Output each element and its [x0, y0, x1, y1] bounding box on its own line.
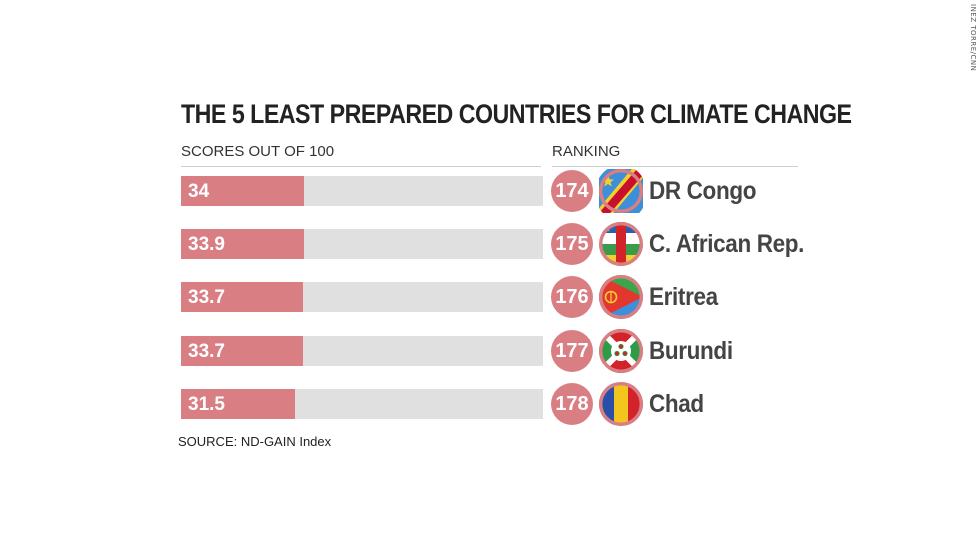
score-bar — [181, 176, 304, 206]
country-name: DR Congo — [649, 177, 757, 205]
score-bar-track — [181, 229, 543, 259]
score-bar-track — [181, 282, 543, 312]
score-label: 34 — [188, 181, 210, 202]
score-label: 33.9 — [188, 234, 225, 255]
scores-header: SCORES OUT OF 100 — [181, 143, 335, 160]
score-bar-track — [181, 176, 543, 206]
scores-header-divider — [181, 166, 541, 167]
score-label: 31.5 — [188, 394, 225, 415]
score-label: 33.7 — [188, 287, 225, 308]
source-note: SOURCE: ND-GAIN Index — [178, 434, 332, 449]
rank-badge: 174 — [551, 170, 593, 212]
chart-row: 31.5 178 Chad — [0, 381, 980, 427]
eritrea-flag-icon — [599, 275, 643, 319]
dr-congo-flag-icon — [599, 169, 643, 213]
burundi-flag-icon — [599, 329, 643, 373]
score-bar-track — [181, 389, 543, 419]
score-label: 33.7 — [188, 341, 225, 362]
rank-badge: 177 — [551, 330, 593, 372]
chart-row: 33.9 175 C. African Rep. — [0, 221, 980, 267]
score-bar — [181, 229, 304, 259]
score-bar — [181, 389, 295, 419]
chart-row: 33.7 177 Burundi — [0, 328, 980, 374]
country-name: C. African Rep. — [649, 230, 805, 258]
ranking-header: RANKING — [552, 143, 621, 160]
rank-badge: 178 — [551, 383, 593, 425]
score-bar — [181, 282, 303, 312]
chart-row: 34 174 DR Congo — [0, 168, 980, 214]
chart-row: 33.7 176 Eritrea — [0, 274, 980, 320]
central-african-republic-flag-icon — [599, 222, 643, 266]
rank-badge: 176 — [551, 276, 593, 318]
score-bar — [181, 336, 303, 366]
photo-credit: INEZ TORRE/CNN — [969, 4, 977, 72]
score-bar-track — [181, 336, 543, 366]
country-name: Burundi — [649, 337, 733, 365]
country-name: Chad — [649, 390, 704, 418]
rank-badge: 175 — [551, 223, 593, 265]
chart-title: THE 5 LEAST PREPARED COUNTRIES FOR CLIMA… — [181, 99, 852, 129]
country-name: Eritrea — [649, 283, 718, 311]
chad-flag-icon — [599, 382, 643, 426]
ranking-header-divider — [552, 166, 798, 167]
